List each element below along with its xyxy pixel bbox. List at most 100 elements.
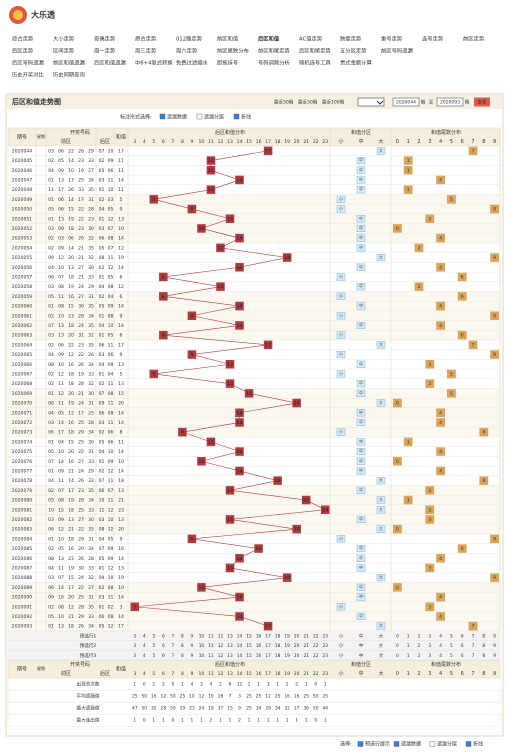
preselect-cell[interactable]: 16 (256, 633, 262, 639)
preselect-cell[interactable]: 7 (472, 653, 475, 659)
footer-checkbox[interactable] (465, 741, 472, 747)
nav-link[interactable]: 012路走势 (176, 35, 203, 43)
preselect-cell[interactable]: 中 (359, 642, 363, 649)
preselect-cell[interactable]: 9 (493, 633, 496, 639)
preselect-cell[interactable]: 9 (493, 643, 496, 649)
range-link[interactable]: 最近50期 (274, 99, 294, 106)
preselect-cell[interactable]: 中 (359, 632, 363, 639)
preselect-cell[interactable]: 22 (313, 643, 319, 649)
nav-link[interactable]: 质合走势 (135, 35, 157, 43)
nav-link[interactable]: 前区走势 (463, 35, 485, 43)
nav-link[interactable]: 中6+4复式转换 (135, 59, 173, 67)
preselect-cell[interactable]: 18 (275, 653, 281, 659)
preselect-cell[interactable]: 7 (171, 653, 174, 659)
preselect-cell[interactable]: 13 (227, 643, 233, 649)
preselect-cell[interactable]: 5 (450, 653, 453, 659)
range-link[interactable]: 最近100期 (322, 99, 345, 106)
nav-link[interactable]: 跨度走势 (340, 35, 362, 43)
preselect-cell[interactable]: 15 (246, 633, 252, 639)
preselect-cell[interactable]: 21 (303, 643, 309, 649)
preselect-cell[interactable]: 中 (359, 652, 363, 659)
range-link[interactable]: 最近30期 (298, 99, 318, 106)
preselect-cell[interactable]: 8 (181, 633, 184, 639)
view-button[interactable] (474, 97, 490, 107)
footer-checkbox[interactable] (393, 741, 400, 747)
to-input[interactable] (436, 97, 464, 107)
nav-link[interactable]: 贯式金额计算 (340, 59, 372, 67)
nav-link[interactable]: 后区走势 (12, 47, 34, 55)
preselect-cell[interactable]: 16 (256, 643, 262, 649)
preselect-cell[interactable]: 19 (284, 633, 290, 639)
nav-link[interactable]: 前区和值 (217, 35, 239, 43)
nav-link[interactable]: 历史开奖对比 (12, 71, 44, 79)
preselect-cell[interactable]: 17 (265, 633, 271, 639)
nav-link[interactable]: 前区尾数分布 (217, 47, 249, 55)
nav-link[interactable]: 历史同期查询 (53, 71, 85, 79)
nav-link[interactable]: 周六走势 (176, 47, 198, 55)
preselect-cell[interactable]: 2 (418, 633, 421, 639)
preselect-cell[interactable]: 大 (379, 652, 384, 659)
nav-link[interactable]: 区间走势 (53, 47, 75, 55)
preselect-cell[interactable]: 0 (396, 633, 399, 639)
preselect-cell[interactable]: 6 (162, 633, 165, 639)
nav-link[interactable]: 奇偶走势 (94, 35, 116, 43)
preselect-cell[interactable]: 6 (461, 643, 464, 649)
preselect-cell[interactable]: 19 (284, 643, 290, 649)
from-input[interactable] (392, 97, 420, 107)
preselect-cell[interactable]: 8 (482, 653, 485, 659)
preselect-cell[interactable]: 17 (265, 653, 271, 659)
preselect-cell[interactable]: 20 (294, 643, 300, 649)
nav-link[interactable]: AC值走势 (299, 35, 323, 43)
period-select[interactable] (357, 97, 385, 107)
preselect-cell[interactable]: 14 (237, 633, 243, 639)
option-checkbox[interactable] (233, 113, 240, 120)
preselect-cell[interactable]: 7 (472, 643, 475, 649)
preselect-cell[interactable]: 4 (439, 643, 442, 649)
footer-checkbox[interactable] (357, 741, 364, 747)
preselect-cell[interactable]: 7 (171, 643, 174, 649)
nav-link[interactable]: 后区和值 (258, 35, 280, 43)
preselect-cell[interactable]: 20 (294, 653, 300, 659)
preselect-cell[interactable]: 9 (191, 633, 194, 639)
preselect-cell[interactable]: 5 (450, 643, 453, 649)
preselect-cell[interactable]: 大 (379, 632, 384, 639)
preselect-cell[interactable]: 19 (284, 653, 290, 659)
preselect-cell[interactable]: 2 (418, 643, 421, 649)
preselect-cell[interactable]: 4 (143, 653, 146, 659)
preselect-cell[interactable]: 8 (181, 653, 184, 659)
preselect-cell[interactable]: 9 (493, 653, 496, 659)
footer-checkbox[interactable] (429, 741, 436, 747)
nav-link[interactable]: 前区号码遗漏 (381, 47, 413, 55)
preselect-cell[interactable]: 14 (237, 643, 243, 649)
preselect-cell[interactable]: 23 (323, 633, 329, 639)
nav-link[interactable]: 随机选号工具 (299, 59, 331, 67)
preselect-cell[interactable]: 12 (218, 653, 224, 659)
nav-link[interactable]: 前区和尾走势 (258, 47, 290, 55)
preselect-cell[interactable]: 9 (191, 643, 194, 649)
preselect-cell[interactable]: 7 (472, 633, 475, 639)
preselect-cell[interactable]: 5 (152, 633, 155, 639)
preselect-cell[interactable]: 18 (275, 633, 281, 639)
preselect-cell[interactable]: 10 (199, 643, 205, 649)
preselect-cell[interactable]: 8 (482, 643, 485, 649)
preselect-cell[interactable]: 4 (439, 653, 442, 659)
option-checkbox[interactable] (196, 113, 203, 120)
preselect-cell[interactable]: 4 (143, 633, 146, 639)
preselect-cell[interactable]: 2 (418, 653, 421, 659)
nav-link[interactable]: 号码调频分析 (258, 59, 290, 67)
preselect-cell[interactable]: 22 (313, 653, 319, 659)
preselect-cell[interactable]: 22 (313, 633, 319, 639)
preselect-cell[interactable]: 5 (450, 633, 453, 639)
preselect-cell[interactable]: 15 (246, 653, 252, 659)
preselect-cell[interactable]: 4 (439, 633, 442, 639)
preselect-cell[interactable]: 小 (339, 652, 344, 659)
nav-link[interactable]: 大小走势 (53, 35, 75, 43)
preselect-cell[interactable]: 10 (199, 633, 205, 639)
nav-link[interactable]: 后区和值遗漏 (94, 59, 126, 67)
nav-link[interactable]: 胆拖拆号 (217, 59, 238, 67)
preselect-cell[interactable]: 15 (246, 643, 252, 649)
preselect-cell[interactable]: 14 (237, 653, 243, 659)
nav-link[interactable]: 连号走势 (422, 35, 444, 43)
preselect-cell[interactable]: 17 (265, 643, 271, 649)
preselect-cell[interactable]: 小 (339, 632, 344, 639)
